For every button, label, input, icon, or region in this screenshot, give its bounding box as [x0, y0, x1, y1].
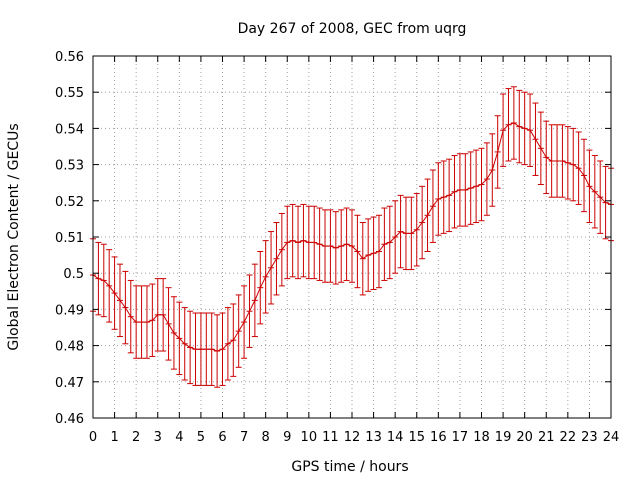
x-tick-label: 0 [89, 430, 97, 445]
y-tick-label: 0.53 [55, 159, 84, 174]
y-tick-label: 0.48 [55, 340, 84, 355]
x-tick-label: 9 [283, 430, 291, 445]
x-tick-label: 8 [262, 430, 270, 445]
y-tick-label: 0.55 [55, 86, 84, 101]
tick-marks [92, 55, 612, 419]
x-tick-label: 22 [560, 430, 577, 445]
x-tick-label: 17 [452, 430, 469, 445]
x-tick-label: 6 [218, 430, 226, 445]
x-tick-label: 4 [175, 430, 183, 445]
x-tick-label: 21 [538, 430, 555, 445]
error-bars [90, 86, 614, 388]
x-tick-labels: 0 1 2 3 4 5 6 7 8 9 10 11 12 13 14 15 16 17 18 19 20 21 22 23 24 [89, 430, 619, 445]
y-tick-label: 0.49 [55, 303, 84, 318]
y-tick-label: 0.46 [55, 412, 84, 427]
x-tick-label: 16 [430, 430, 447, 445]
x-tick-label: 5 [197, 430, 205, 445]
x-tick-label: 2 [132, 430, 140, 445]
x-tick-label: 14 [387, 430, 404, 445]
x-tick-label: 10 [301, 430, 318, 445]
x-tick-label: 1 [110, 430, 118, 445]
x-tick-label: 24 [603, 430, 620, 445]
y-tick-label: 0.52 [55, 195, 84, 210]
x-tick-label: 11 [322, 430, 339, 445]
x-tick-label: 7 [240, 430, 248, 445]
x-tick-label: 15 [408, 430, 425, 445]
y-tick-label: 0.47 [55, 376, 84, 391]
x-axis-label: GPS time / hours [291, 459, 408, 475]
y-axis-label: Global Electron Content / GECUs [6, 123, 22, 350]
y-tick-label: 0.51 [55, 231, 84, 246]
x-tick-label: 23 [581, 430, 598, 445]
x-tick-label: 13 [365, 430, 382, 445]
x-tick-label: 19 [495, 430, 512, 445]
y-tick-label: 0.56 [55, 50, 84, 65]
y-tick-label: 0.5 [63, 267, 84, 282]
x-tick-label: 12 [344, 430, 361, 445]
series-line [92, 122, 612, 352]
x-tick-label: 18 [473, 430, 490, 445]
chart-title: Day 267 of 2008, GEC from uqrg [238, 21, 467, 37]
y-tick-labels: 0.46 0.47 0.48 0.49 0.5 0.51 0.52 0.53 0.54 0.55 0… [55, 50, 84, 427]
x-tick-label: 20 [516, 430, 533, 445]
x-tick-label: 3 [154, 430, 162, 445]
y-tick-label: 0.54 [55, 122, 84, 137]
